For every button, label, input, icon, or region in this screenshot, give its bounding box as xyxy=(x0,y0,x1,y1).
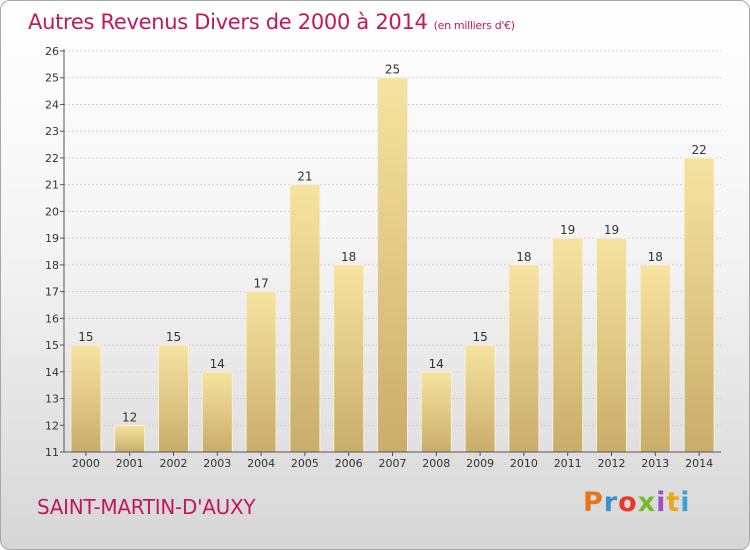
x-tick-label: 2001 xyxy=(116,457,144,470)
x-tick-label: 2010 xyxy=(510,457,538,470)
bar-value-label: 17 xyxy=(253,277,268,291)
bar-value-label: 21 xyxy=(297,170,312,184)
proxiti-logo: Proxiti xyxy=(583,487,691,518)
bar-value-label: 14 xyxy=(429,357,444,371)
bar-value-label: 15 xyxy=(472,330,487,344)
x-tick-label: 2014 xyxy=(685,457,713,470)
bar-value-label: 19 xyxy=(604,223,619,237)
bar xyxy=(420,371,452,453)
x-tick-label: 2008 xyxy=(422,457,450,470)
bar xyxy=(158,344,189,453)
y-tick-label: 19 xyxy=(45,232,59,245)
brand-letter: P xyxy=(583,487,604,518)
bar-value-label: 18 xyxy=(516,250,531,264)
brand-letter: i xyxy=(680,487,691,518)
brand-letter: r xyxy=(603,487,619,518)
chart-title: Autres Revenus Divers de 2000 à 2014 (en … xyxy=(28,10,515,34)
bar xyxy=(289,184,321,453)
y-tick-label: 14 xyxy=(45,366,59,379)
brand-letter: o xyxy=(618,487,638,518)
x-tick-label: 2012 xyxy=(598,457,626,470)
bar xyxy=(70,344,102,453)
x-tick-label: 2004 xyxy=(247,457,275,470)
bar xyxy=(508,264,540,453)
x-tick-label: 2013 xyxy=(641,457,669,470)
brand-letter: t xyxy=(666,487,681,518)
x-tick-label: 2003 xyxy=(203,457,231,470)
y-tick-label: 24 xyxy=(45,98,59,111)
bar xyxy=(245,291,277,453)
x-tick-label: 2000 xyxy=(72,457,100,470)
y-tick-label: 11 xyxy=(45,446,59,459)
x-tick-label: 2007 xyxy=(379,457,407,470)
y-tick-label: 22 xyxy=(45,152,59,165)
commune-name: SAINT-MARTIN-D'AUXY xyxy=(37,495,256,519)
bar-value-label: 14 xyxy=(210,357,225,371)
bar xyxy=(201,371,233,453)
bar xyxy=(639,264,671,453)
chart-unit-note: (en milliers d'€) xyxy=(433,19,515,32)
chart-title-text: Autres Revenus Divers de 2000 à 2014 xyxy=(28,10,428,34)
brand-letter: x xyxy=(637,487,657,518)
x-tick-label: 2006 xyxy=(335,457,363,470)
bar xyxy=(114,424,146,453)
bar xyxy=(683,157,715,453)
bar-value-label: 22 xyxy=(691,143,706,157)
axes xyxy=(60,49,721,456)
bar-value-label: 12 xyxy=(122,410,137,424)
y-tick-label: 20 xyxy=(45,205,59,218)
y-tick-label: 12 xyxy=(45,419,59,432)
y-tick-label: 16 xyxy=(45,312,59,325)
bar-value-label: 15 xyxy=(78,330,93,344)
y-tick-label: 23 xyxy=(45,125,59,138)
bar-value-label: 18 xyxy=(341,250,356,264)
y-tick-label: 21 xyxy=(45,179,59,192)
y-tick-label: 26 xyxy=(45,45,59,58)
x-tick-label: 2009 xyxy=(466,457,494,470)
brand-letter: i xyxy=(656,487,667,518)
y-tick-label: 18 xyxy=(45,259,59,272)
bar xyxy=(333,264,365,453)
bar-value-label: 19 xyxy=(560,223,575,237)
bar xyxy=(464,344,496,453)
x-tick-label: 2002 xyxy=(160,457,188,470)
x-tick-label: 2011 xyxy=(554,457,582,470)
bar xyxy=(596,237,627,453)
y-tick-label: 13 xyxy=(45,393,59,406)
labels: 11 12 13 14 15 16 17 18 19 20 21 22 23 24 25 26 15 2000 12… xyxy=(45,45,713,470)
bar-value-label: 18 xyxy=(648,250,663,264)
bars xyxy=(70,77,715,453)
y-tick-label: 17 xyxy=(45,286,59,299)
bar xyxy=(552,237,584,453)
bar xyxy=(377,77,408,453)
bar-value-label: 15 xyxy=(166,330,181,344)
x-tick-label: 2005 xyxy=(291,457,319,470)
bar-value-label: 25 xyxy=(385,63,400,77)
y-tick-label: 25 xyxy=(45,72,59,85)
y-tick-label: 15 xyxy=(45,339,59,352)
